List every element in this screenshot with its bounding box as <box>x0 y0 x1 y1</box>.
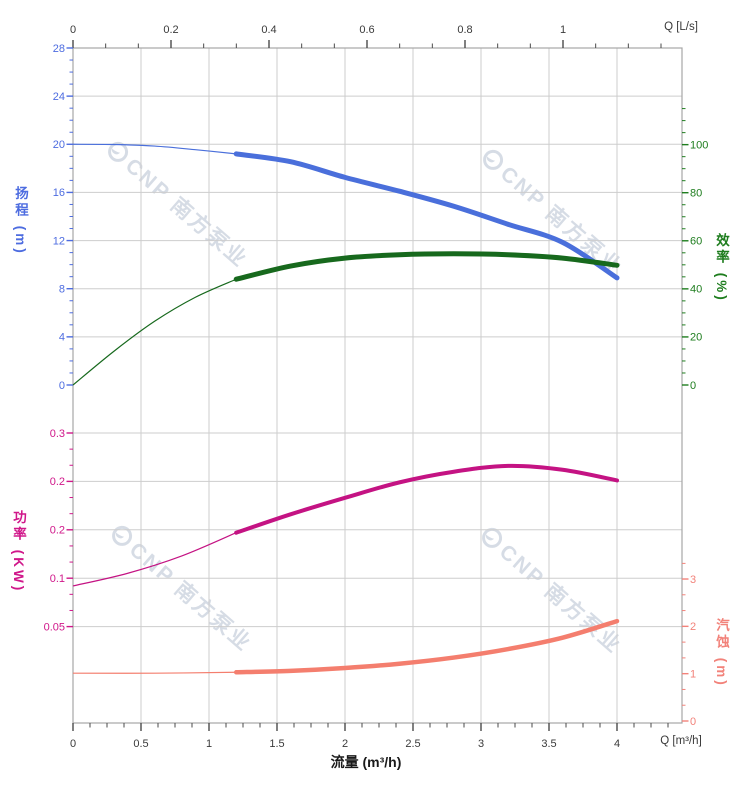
svg-text:3: 3 <box>478 738 484 750</box>
svg-text:0: 0 <box>690 716 696 728</box>
svg-text:0.2: 0.2 <box>50 476 65 488</box>
plot-border <box>72 47 683 724</box>
svg-text:100: 100 <box>690 139 708 151</box>
bottom-axis-unit: Q [m³/h] <box>660 735 702 747</box>
svg-text:3.5: 3.5 <box>541 738 556 750</box>
svg-text:1.5: 1.5 <box>269 738 284 750</box>
head-curve <box>72 143 620 281</box>
svg-text:24: 24 <box>53 91 65 103</box>
efficiency-axis-title: 效率 (%) <box>714 233 729 303</box>
svg-text:2: 2 <box>342 738 348 750</box>
svg-text:4: 4 <box>614 738 620 750</box>
svg-text:12: 12 <box>53 235 65 247</box>
npsh-axis-title: 汽蚀 (m) <box>714 618 729 688</box>
svg-text:0.8: 0.8 <box>457 24 472 36</box>
svg-text:0: 0 <box>690 380 696 392</box>
svg-text:60: 60 <box>690 236 702 248</box>
bottom-axis-ticks: 0 0.5 1 1.5 2 2.5 3 3.5 4 <box>70 723 669 750</box>
top-axis-ticks: 0 0.2 0.4 0.6 0.8 1 <box>70 24 662 48</box>
svg-text:0.6: 0.6 <box>359 24 374 36</box>
svg-text:2.5: 2.5 <box>405 738 420 750</box>
svg-text:8: 8 <box>59 284 65 296</box>
efficiency-axis-ticks: 0 20 40 60 80 100 <box>682 108 708 392</box>
svg-text:0.2: 0.2 <box>163 24 178 36</box>
svg-text:0.3: 0.3 <box>50 428 65 440</box>
svg-text:0: 0 <box>59 380 65 392</box>
svg-text:0: 0 <box>70 24 76 36</box>
top-axis-unit: Q [L/s] <box>664 21 698 33</box>
svg-text:4: 4 <box>59 332 65 344</box>
svg-text:0.4: 0.4 <box>261 24 276 36</box>
svg-text:0.05: 0.05 <box>44 621 65 633</box>
svg-text:80: 80 <box>690 188 702 200</box>
svg-text:0.1: 0.1 <box>50 573 65 585</box>
svg-text:1: 1 <box>206 738 212 750</box>
svg-text:0: 0 <box>70 738 76 750</box>
svg-text:2: 2 <box>690 621 696 633</box>
svg-text:1: 1 <box>690 668 696 680</box>
power-curve <box>72 463 619 587</box>
vertical-gridlines <box>140 48 618 723</box>
head-axis-ticks: 0 4 8 12 16 20 24 28 <box>53 43 73 392</box>
svg-text:20: 20 <box>690 332 702 344</box>
svg-text:16: 16 <box>53 187 65 199</box>
svg-text:28: 28 <box>53 43 65 55</box>
svg-text:3: 3 <box>690 574 696 586</box>
head-axis-title: 扬程 (m) <box>13 186 28 256</box>
svg-text:20: 20 <box>53 139 65 151</box>
power-axis-ticks: 0.3 0.2 0.2 0.1 0.05 <box>44 428 73 633</box>
horizontal-gridlines <box>73 95 682 628</box>
npsh-curve <box>72 618 620 675</box>
svg-text:40: 40 <box>690 284 702 296</box>
npsh-axis-ticks: 0 1 2 3 <box>682 562 696 728</box>
svg-text:0.5: 0.5 <box>133 738 148 750</box>
svg-text:0.2: 0.2 <box>50 525 65 537</box>
svg-text:1: 1 <box>560 24 566 36</box>
power-axis-title: 功率 (KW) <box>11 510 26 594</box>
flow-axis-title: 流量 (m³/h) <box>330 754 402 770</box>
efficiency-curve <box>72 251 620 386</box>
